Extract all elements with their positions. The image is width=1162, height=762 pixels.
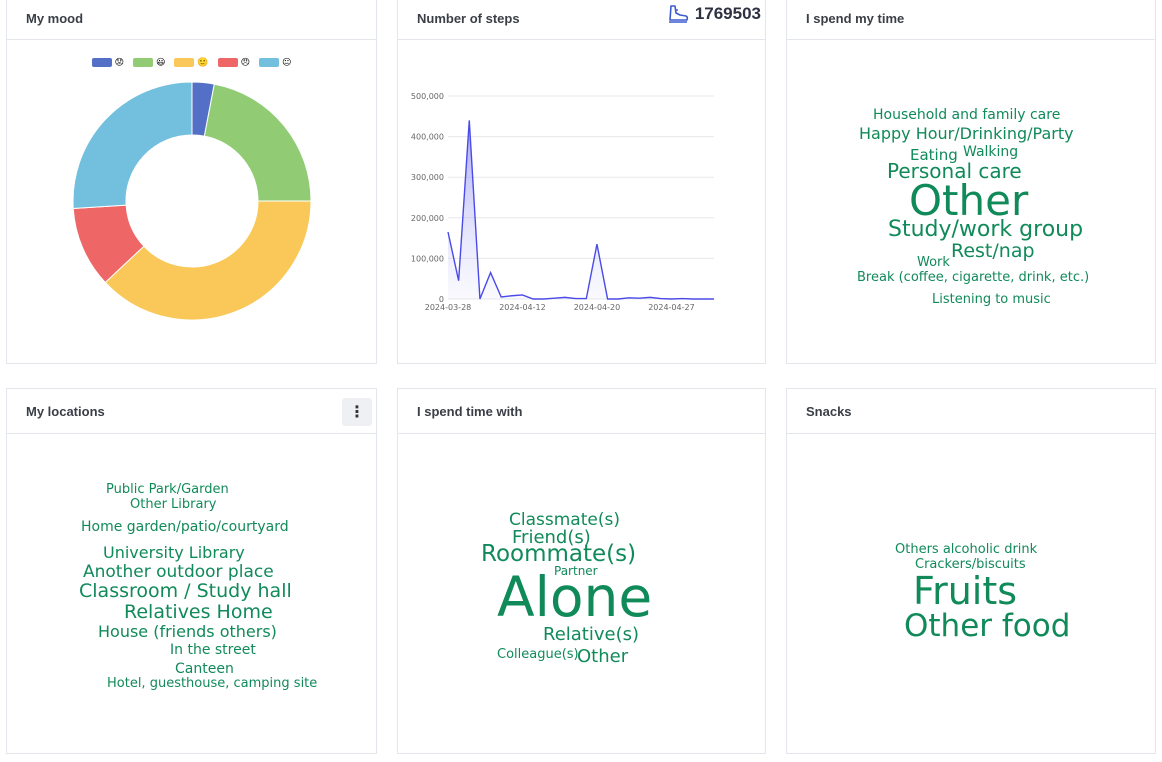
grinning-face-icon: 😃: [156, 57, 166, 67]
time-word-happy-hour: Happy Hour/Drinking/Party: [859, 124, 1074, 143]
steps-x-tick: 2024-04-27: [648, 303, 695, 312]
mood-legend: 😟 😃 🙂 😠 😐: [7, 58, 376, 67]
location-word-classroom: Classroom / Study hall: [79, 580, 292, 602]
snack-word-fruits: Fruits: [913, 569, 1018, 613]
time-word-other: Other: [909, 176, 1029, 225]
time-word-personal-care: Personal care: [887, 159, 1022, 183]
location-word-hotel: Hotel, guesthouse, camping site: [107, 676, 318, 691]
location-word-park: Public Park/Garden: [106, 482, 229, 497]
location-word-street: In the street: [170, 642, 256, 658]
location-word-outdoor: Another outdoor place: [83, 562, 274, 582]
steps-area-chart: 0 100,000 200,000 300,000 400,000 500,000 2024…: [411, 92, 714, 312]
legend-swatch: [91, 58, 112, 67]
time-card-header: I spend my time: [787, 0, 1155, 40]
mood-card-title: My mood: [26, 11, 84, 26]
location-word-canteen: Canteen: [175, 661, 234, 677]
location-word-university-library: University Library: [103, 543, 245, 562]
steps-x-tick: 2024-04-12: [499, 303, 546, 312]
with-word-other: Other: [577, 646, 629, 667]
locations-card: My locations ⋮ Public Park/Garden Other …: [6, 388, 377, 754]
steps-total-value: 1769503: [694, 4, 761, 23]
steps-y-tick: 400,000: [411, 133, 444, 142]
time-word-break: Break (coffee, cigarette, drink, etc.): [857, 270, 1090, 285]
with-word-colleagues: Colleague(s): [497, 647, 579, 662]
time-word-eating: Eating: [910, 146, 958, 164]
time-word-household: Household and family care: [873, 107, 1061, 123]
location-word-other-library: Other Library: [130, 497, 217, 512]
steps-card: Number of steps 1769503 0 100,000 200,000 3…: [397, 0, 766, 364]
legend-swatch: [133, 58, 153, 67]
steps-x-tick: 2024-03-28: [425, 303, 472, 312]
snack-word-crackers: Crackers/biscuits: [915, 557, 1026, 572]
kebab-menu-icon[interactable]: ⋮: [342, 398, 372, 426]
snack-word-other-food: Other food: [904, 608, 1071, 644]
steps-x-tick: 2024-04-20: [574, 303, 621, 312]
time-word-work: Work: [917, 255, 950, 270]
with-word-classmates: Classmate(s): [509, 510, 620, 530]
with-word-roommates: Roommate(s): [481, 541, 637, 567]
legend-swatch: [217, 58, 238, 67]
time-word-music: Listening to music: [932, 292, 1051, 307]
mood-legend-item-4[interactable]: 😠: [217, 57, 250, 67]
mood-slice-5[interactable]: [72, 81, 193, 210]
snacks-card-title: Snacks: [806, 404, 852, 419]
steps-y-tick: 100,000: [411, 254, 444, 263]
legend-swatch: [259, 58, 279, 67]
location-word-home-garden: Home garden/patio/courtyard: [81, 519, 289, 535]
snacks-card-header: Snacks: [787, 389, 1155, 434]
with-card-title: I spend time with: [417, 404, 523, 419]
legend-swatch: [174, 58, 195, 67]
snack-word-alcohol: Others alcoholic drink: [895, 542, 1038, 557]
steps-card-title: Number of steps: [417, 11, 520, 26]
mood-legend-item-5[interactable]: 😐: [259, 58, 291, 67]
steps-y-tick: 200,000: [411, 214, 444, 223]
with-word-partner: Partner: [554, 564, 598, 578]
steps-line: [447, 120, 714, 300]
time-card-title: I spend my time: [806, 11, 905, 26]
steps-y-tick: 0: [439, 295, 444, 304]
time-card: I spend my time Household and family car…: [786, 0, 1156, 364]
with-word-friends: Friend(s): [512, 527, 591, 548]
steps-y-tick: 500,000: [411, 92, 444, 101]
with-word-relatives: Relative(s): [543, 624, 640, 645]
with-word-alone: Alone: [497, 565, 653, 629]
slight-smile-face-icon: 🙂: [197, 57, 209, 67]
location-word-house-friends: House (friends others): [98, 622, 277, 641]
mood-legend-item-1[interactable]: 😟: [91, 57, 124, 67]
mood-legend-item-3[interactable]: 🙂: [174, 57, 209, 67]
with-card-header: I spend time with: [398, 389, 765, 434]
steps-y-tick: 300,000: [411, 173, 444, 182]
steps-total: 1769503: [667, 4, 761, 24]
locations-card-header: My locations ⋮: [7, 389, 376, 434]
time-word-study-group: Study/work group: [888, 217, 1084, 242]
mood-slice-2[interactable]: [203, 83, 312, 202]
locations-card-title: My locations: [26, 404, 105, 419]
location-word-relatives-home: Relatives Home: [124, 601, 273, 623]
steps-area: [448, 120, 714, 299]
mood-slice-3[interactable]: [104, 200, 312, 321]
neutral-face-icon: 😐: [282, 57, 292, 67]
shoe-icon: [668, 5, 688, 23]
time-word-rest-nap: Rest/nap: [951, 240, 1035, 262]
steps-card-header: Number of steps 1769503: [398, 0, 765, 40]
mood-donut-chart: [72, 81, 312, 321]
angry-face-icon: 😠: [240, 57, 250, 67]
with-card: I spend time with Classmate(s) Friend(s)…: [397, 388, 766, 754]
mood-legend-item-2[interactable]: 😃: [133, 58, 165, 67]
worried-face-icon: 😟: [114, 57, 124, 67]
mood-card: My mood 😟 😃 🙂 😠 😐: [6, 0, 377, 364]
mood-card-header: My mood: [7, 0, 376, 40]
snacks-card: Snacks Others alcoholic drink Crackers/b…: [786, 388, 1156, 754]
time-word-walking: Walking: [963, 144, 1019, 160]
